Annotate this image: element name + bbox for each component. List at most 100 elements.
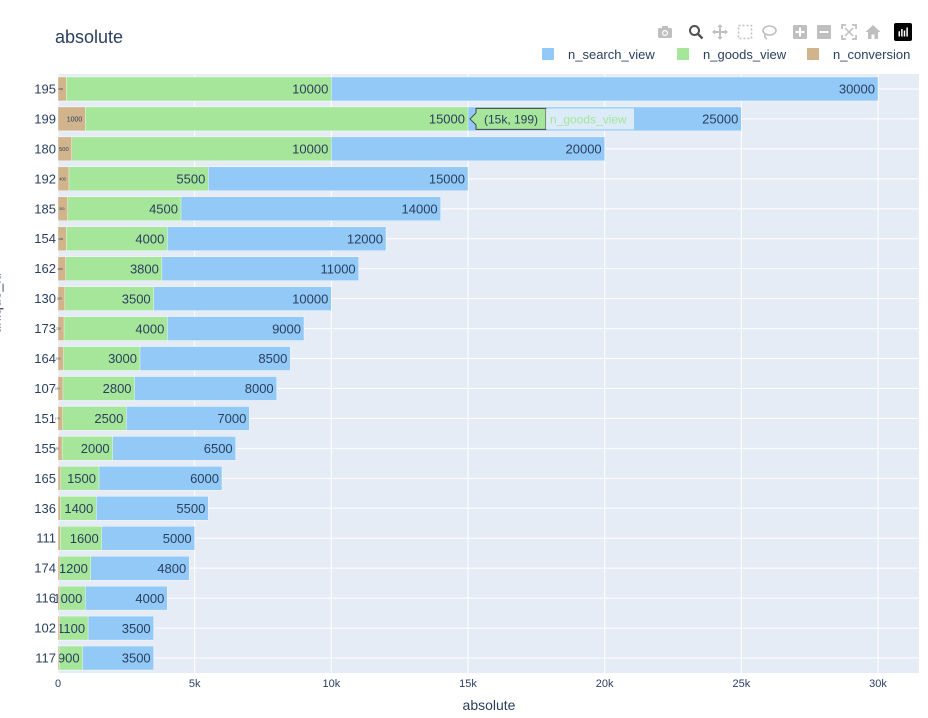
lasso-icon[interactable] xyxy=(759,22,779,42)
bar-conversion[interactable] xyxy=(57,526,61,551)
bar-conversion[interactable] xyxy=(57,346,64,371)
reset-axes-icon[interactable] xyxy=(863,22,883,42)
zoom-in-icon[interactable] xyxy=(790,22,810,42)
y-tick-label: 173 xyxy=(34,321,56,336)
bar-value-label: 3500 xyxy=(122,651,151,666)
bar-conversion[interactable] xyxy=(57,466,61,491)
bar-value-label: 1200 xyxy=(59,561,88,576)
bar-conversion[interactable] xyxy=(57,166,70,192)
bar-value-label: 220 xyxy=(56,327,61,331)
bar-value-label: 5000 xyxy=(163,531,192,546)
camera-icon[interactable] xyxy=(655,22,675,42)
bar-goods-view[interactable] xyxy=(57,76,332,102)
bar-value-label: 10000 xyxy=(292,82,328,97)
bar-value-label: 2500 xyxy=(94,411,123,426)
pan-icon[interactable] xyxy=(710,22,730,42)
y-tick-label: 180 xyxy=(34,141,56,156)
y-tick-label: 174 xyxy=(34,561,56,576)
bar-value-label: 1400 xyxy=(64,501,93,516)
bar-conversion[interactable] xyxy=(57,645,60,671)
bar-value-label: 300 xyxy=(58,87,63,91)
tooltip-value: (15k, 199) xyxy=(484,112,538,126)
bar-value-label: 12000 xyxy=(347,231,383,246)
bar-value-label: 11000 xyxy=(320,261,355,276)
bar-value-label: 10000 xyxy=(292,291,328,306)
bar-value-label: 350 xyxy=(59,207,65,211)
legend-item-goods-view[interactable]: n_goods_view xyxy=(677,44,786,64)
bar-value-label: 15000 xyxy=(429,112,465,127)
bar-value-label: 250 xyxy=(57,297,62,301)
bar-conversion[interactable] xyxy=(57,555,61,581)
bar-conversion[interactable] xyxy=(57,226,67,251)
bar-conversion[interactable] xyxy=(57,76,67,102)
bar-value-label: 6000 xyxy=(190,471,219,486)
bar-conversion[interactable] xyxy=(57,256,66,281)
bar-value-label: 14000 xyxy=(402,201,438,216)
bar-value-label: 2000 xyxy=(81,441,110,456)
legend-swatch xyxy=(542,48,554,60)
bar-value-label: 5500 xyxy=(176,501,205,516)
y-tick-label: 162 xyxy=(34,261,56,276)
y-tick-label: 192 xyxy=(34,171,56,186)
y-tick-label: 199 xyxy=(34,111,56,126)
legend-item-search-view[interactable]: n_search_view xyxy=(542,44,655,64)
hover-tooltip: (15k, 199) n_goods_view xyxy=(469,107,634,130)
bar-value-label: 1000 xyxy=(67,116,83,123)
bar-conversion[interactable] xyxy=(57,106,86,132)
y-tick-label: 102 xyxy=(34,621,56,636)
bar-value-label: 500 xyxy=(59,147,69,153)
zoom-icon[interactable] xyxy=(686,22,706,42)
x-tick-label: 20k xyxy=(596,678,614,690)
legend-label: n_goods_view xyxy=(703,46,787,62)
chart-title: absolute xyxy=(55,27,124,47)
bar-value-label: 900 xyxy=(58,651,80,666)
bar-conversion[interactable] xyxy=(57,316,65,341)
y-tick-label: 164 xyxy=(34,351,56,366)
tooltip-series-box xyxy=(546,108,634,130)
bar-value-label: 4500 xyxy=(149,201,178,216)
bar-value-label: 4800 xyxy=(157,561,186,576)
y-tick-label: 130 xyxy=(34,291,56,306)
y-tick-label: 136 xyxy=(34,501,56,516)
bar-conversion[interactable] xyxy=(57,406,63,431)
x-tick-label: 30k xyxy=(869,678,887,690)
bar-value-label: 7000 xyxy=(217,411,246,426)
bar-conversion[interactable] xyxy=(57,286,66,311)
bar-value-label: 1100 xyxy=(57,621,85,636)
autoscale-icon[interactable] xyxy=(839,22,859,42)
legend-item-conversion[interactable]: n_conversion xyxy=(807,44,910,64)
plotly-logo-icon[interactable] xyxy=(894,23,912,41)
legend-swatch xyxy=(807,48,819,60)
bar-conversion[interactable] xyxy=(57,585,60,611)
bar-conversion[interactable] xyxy=(57,496,61,521)
bar-value-label: 2800 xyxy=(103,381,132,396)
bar-value-label: 9000 xyxy=(272,321,301,336)
bar-value-label: 280 xyxy=(58,267,63,271)
y-tick-label: 155 xyxy=(34,441,56,456)
bar-conversion[interactable] xyxy=(57,436,63,461)
zoom-out-icon[interactable] xyxy=(814,22,834,42)
plot-background xyxy=(58,74,919,673)
bar-conversion[interactable] xyxy=(57,136,72,162)
x-tick-label: 0 xyxy=(55,678,61,690)
bar-value-label: 25000 xyxy=(702,112,738,127)
bar-conversion[interactable] xyxy=(57,196,68,221)
bar-conversion[interactable] xyxy=(57,376,64,401)
bar-value-label: 1600 xyxy=(70,531,99,546)
legend-label: n_search_view xyxy=(568,46,655,62)
y-tick-label: 117 xyxy=(35,651,56,666)
bar-goods-view[interactable] xyxy=(57,136,332,162)
bar-value-label: 30000 xyxy=(839,82,875,97)
bar-value-label: 170 xyxy=(55,417,60,421)
box-select-icon[interactable] xyxy=(735,22,755,42)
x-tick-label: 25k xyxy=(732,678,750,690)
bar-conversion[interactable] xyxy=(57,615,60,641)
bar-goods-view[interactable] xyxy=(57,106,469,132)
bar-value-label: 1500 xyxy=(67,471,96,486)
bar-value-label: 3500 xyxy=(122,621,151,636)
legend-label: n_conversion xyxy=(833,46,911,62)
y-tick-label: 185 xyxy=(34,201,56,216)
bar-value-label: 6500 xyxy=(204,441,233,456)
tooltip-series-name: n_goods_view xyxy=(550,112,627,126)
